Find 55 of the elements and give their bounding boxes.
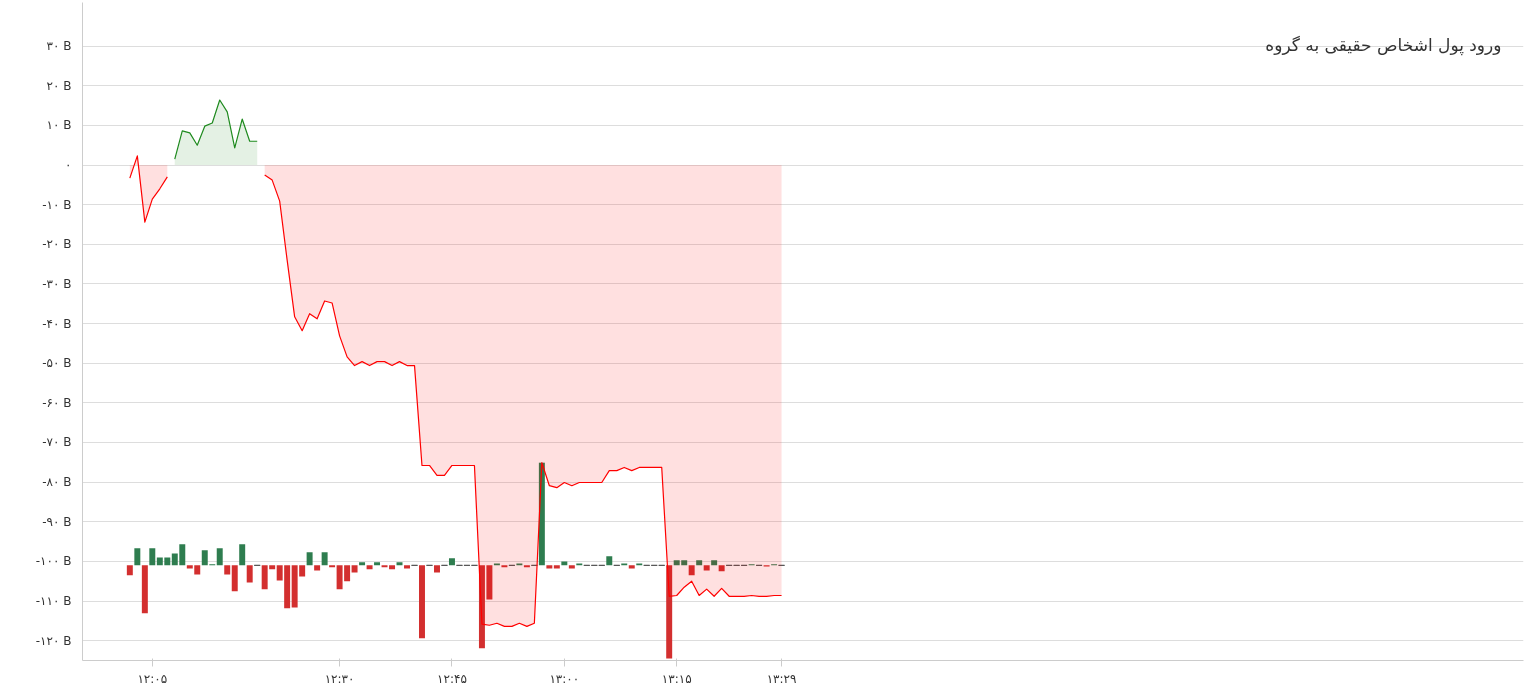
bar xyxy=(134,548,141,566)
bar xyxy=(126,565,133,576)
x-tick-label: ۱۳:۱۵ xyxy=(661,671,692,686)
bar xyxy=(239,544,246,566)
y-tick-label: -۸۰ B xyxy=(42,475,72,490)
text: ورود پول اشخاص حقیقی به گروه xyxy=(1265,34,1502,56)
y-tick-label: ۳۰ B xyxy=(46,39,72,54)
bar xyxy=(419,565,425,639)
x-tick-label: ۱۲:۴۵ xyxy=(437,671,467,686)
bar xyxy=(628,565,635,569)
bar xyxy=(366,565,373,570)
y-tick-label: ۱۰ B xyxy=(46,118,72,133)
bar xyxy=(231,565,238,592)
y-tick-label: -۲۰ B xyxy=(42,237,72,252)
x-tick-label: ۱۲:۰۵ xyxy=(137,671,168,686)
y-tick-label: -۴۰ B xyxy=(42,316,72,331)
bar xyxy=(306,552,313,566)
bar xyxy=(404,565,410,569)
bar xyxy=(711,560,718,566)
x-tick-label: ۱۳:۲۹ xyxy=(766,671,797,686)
bar xyxy=(321,552,328,566)
y-tick-label: -۱۰ B xyxy=(42,197,72,212)
y-tick-label: -۹۰ B xyxy=(42,514,72,529)
y-tick-label: -۱۲۰ B xyxy=(35,633,72,648)
bar xyxy=(434,565,440,573)
bar xyxy=(561,561,568,566)
bar xyxy=(224,565,231,575)
y-tick-label: -۶۰ B xyxy=(42,395,72,410)
bar xyxy=(149,548,156,566)
bar xyxy=(606,556,613,566)
bar xyxy=(448,558,455,566)
bar xyxy=(696,560,703,566)
bar xyxy=(553,565,560,569)
y-tick-label: -۵۰ B xyxy=(42,356,72,371)
x-tick-label: ۱۳:۰۰ xyxy=(549,671,580,686)
bar xyxy=(374,562,381,566)
bar xyxy=(351,565,358,573)
y-tick-label: -۷۰ B xyxy=(42,435,72,450)
bar xyxy=(359,562,366,566)
bar xyxy=(546,565,553,569)
bar xyxy=(666,565,673,659)
y-tick-label: -۳۰ B xyxy=(42,276,72,291)
y-tick-label: -۱۱۰ B xyxy=(35,594,72,609)
bar xyxy=(216,548,223,566)
bar xyxy=(718,565,725,572)
bar xyxy=(568,565,575,569)
x-tick-label: ۱۲:۳۰ xyxy=(324,671,355,686)
y-tick-label: ۲۰ B xyxy=(46,78,72,93)
bar xyxy=(703,565,710,571)
bar xyxy=(688,565,695,576)
y-tick-label: ۰ xyxy=(65,158,72,173)
y-tick-label: -۱۰۰ B xyxy=(35,554,72,569)
bar xyxy=(314,565,321,571)
bar xyxy=(246,565,253,583)
bar xyxy=(141,565,148,614)
